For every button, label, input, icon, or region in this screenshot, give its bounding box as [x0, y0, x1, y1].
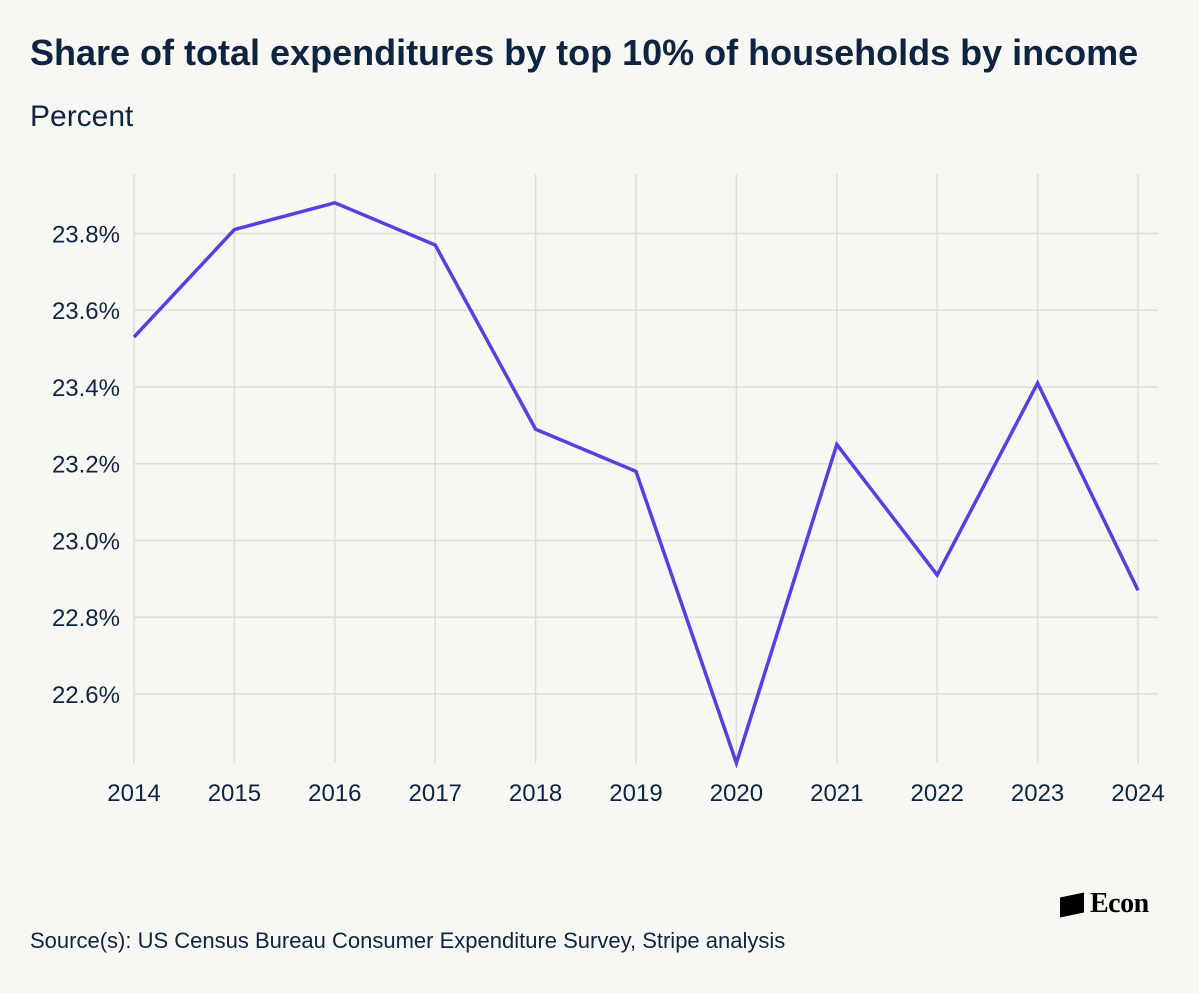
series-layer [132, 200, 1140, 769]
grid-layer [133, 174, 1158, 763]
x-tick-label: 2019 [609, 780, 662, 807]
y-tick-label: 23.6% [52, 298, 120, 325]
y-tick-label: 22.8% [52, 605, 120, 632]
x-tick-label: 2023 [1011, 780, 1064, 807]
y-axis-label: Percent [30, 100, 134, 133]
chart-title: Share of total expenditures by top 10% o… [30, 32, 1139, 73]
y-tick-label: 23.0% [52, 528, 120, 555]
x-tick-label: 2017 [409, 780, 462, 807]
x-tick-label: 2020 [710, 780, 763, 807]
logo-text: Econ [1090, 888, 1149, 919]
y-tick-label: 22.6% [52, 682, 120, 709]
y-tick-label: 23.8% [52, 221, 120, 248]
logo-mark-icon [1060, 892, 1084, 918]
y-tick-labels: 22.6% 22.8% 23.0% 23.2% 23.4% 23.6% 23.8% [52, 221, 120, 708]
econ-logo: Econ [1060, 888, 1149, 920]
x-tick-label: 2022 [911, 780, 964, 807]
y-tick-label: 23.4% [52, 375, 120, 402]
x-tick-label: 2021 [810, 780, 863, 807]
source-note: Source(s): US Census Bureau Consumer Exp… [30, 928, 786, 953]
y-tick-label: 23.2% [52, 452, 120, 479]
x-tick-label: 2024 [1111, 780, 1164, 807]
x-tick-label: 2015 [208, 780, 261, 807]
x-tick-label: 2014 [107, 780, 160, 807]
x-tick-labels: 2014 2015 2016 2017 2018 2019 2020 2021 2022 2023… [107, 780, 1164, 807]
x-tick-label: 2018 [509, 780, 562, 807]
x-tick-label: 2016 [308, 780, 361, 807]
